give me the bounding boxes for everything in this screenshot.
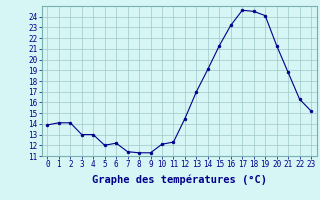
X-axis label: Graphe des températures (°C): Graphe des températures (°C): [92, 175, 267, 185]
